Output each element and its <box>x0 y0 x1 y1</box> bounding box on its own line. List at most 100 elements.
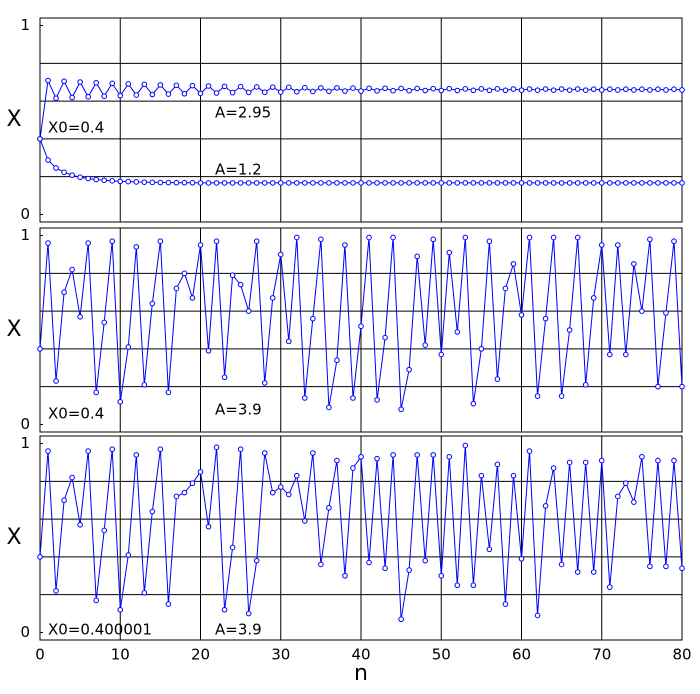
point <box>671 180 677 186</box>
point <box>510 86 517 92</box>
point <box>253 180 260 186</box>
x-tick-label: 70 <box>592 646 611 664</box>
point <box>406 366 412 373</box>
point <box>269 84 276 90</box>
point <box>430 452 437 458</box>
y-tick-label: 0 <box>20 205 30 223</box>
point <box>639 180 645 186</box>
point <box>462 234 469 241</box>
point <box>542 315 549 322</box>
point <box>454 582 461 589</box>
point <box>205 347 212 354</box>
y-tick-label: 1 <box>20 16 30 34</box>
point <box>623 480 629 487</box>
point <box>189 82 196 89</box>
point <box>647 180 653 186</box>
point <box>285 338 292 345</box>
point <box>518 87 525 93</box>
point <box>213 90 220 96</box>
point <box>631 261 637 267</box>
point <box>310 315 316 322</box>
point <box>326 504 332 511</box>
point <box>623 180 629 186</box>
point <box>374 455 380 462</box>
point <box>318 561 324 568</box>
point <box>639 86 645 93</box>
point <box>566 327 573 333</box>
point <box>430 236 437 243</box>
point <box>101 177 107 184</box>
point <box>582 459 589 466</box>
point <box>77 521 83 528</box>
point <box>358 88 364 94</box>
point <box>358 323 364 330</box>
point <box>598 457 605 464</box>
point <box>446 85 453 92</box>
point <box>462 86 469 92</box>
point <box>631 87 637 93</box>
point <box>125 552 132 558</box>
point <box>101 93 107 99</box>
point <box>93 79 99 86</box>
point <box>85 93 91 100</box>
point <box>334 457 340 464</box>
point <box>181 179 188 186</box>
x-tick-label: 0 <box>35 646 45 664</box>
point <box>149 91 156 98</box>
point <box>438 351 445 358</box>
point <box>294 472 300 479</box>
point <box>45 77 51 84</box>
point <box>590 295 597 301</box>
point <box>406 87 412 94</box>
point <box>422 557 429 564</box>
annotation: X0=0.4 <box>48 405 104 423</box>
point <box>398 406 404 413</box>
annotation: X0=0.400001 <box>48 621 152 639</box>
point <box>582 87 589 93</box>
point <box>350 395 356 401</box>
point <box>462 442 469 449</box>
y-axis-label: X <box>6 317 21 342</box>
point <box>277 89 284 95</box>
point <box>422 87 429 94</box>
point <box>326 88 332 95</box>
point <box>406 567 412 573</box>
point <box>342 242 348 248</box>
x-tick-label: 50 <box>432 646 451 664</box>
point <box>550 465 557 471</box>
point <box>213 180 220 186</box>
point <box>414 253 420 260</box>
x-tick-label: 30 <box>271 646 290 664</box>
point <box>302 395 308 401</box>
point <box>93 176 99 183</box>
point <box>414 85 420 92</box>
point <box>582 180 589 186</box>
point <box>61 497 67 504</box>
point <box>478 180 485 186</box>
point <box>671 86 677 93</box>
point <box>398 180 404 186</box>
point <box>133 92 140 98</box>
point <box>117 398 124 405</box>
point <box>598 87 605 93</box>
point <box>494 86 501 92</box>
point <box>494 376 501 382</box>
point <box>350 85 356 91</box>
point <box>221 180 228 186</box>
point <box>173 82 180 89</box>
point <box>157 446 164 453</box>
point <box>574 180 581 186</box>
point <box>550 180 557 186</box>
point <box>221 374 228 381</box>
point <box>478 86 485 92</box>
point <box>647 236 653 243</box>
point <box>101 527 107 534</box>
point <box>117 606 124 613</box>
point <box>45 448 51 454</box>
point <box>679 565 685 572</box>
point <box>77 79 83 85</box>
point <box>430 85 437 92</box>
point <box>61 169 67 176</box>
y-axis-label: X <box>6 107 21 132</box>
point <box>655 86 661 93</box>
